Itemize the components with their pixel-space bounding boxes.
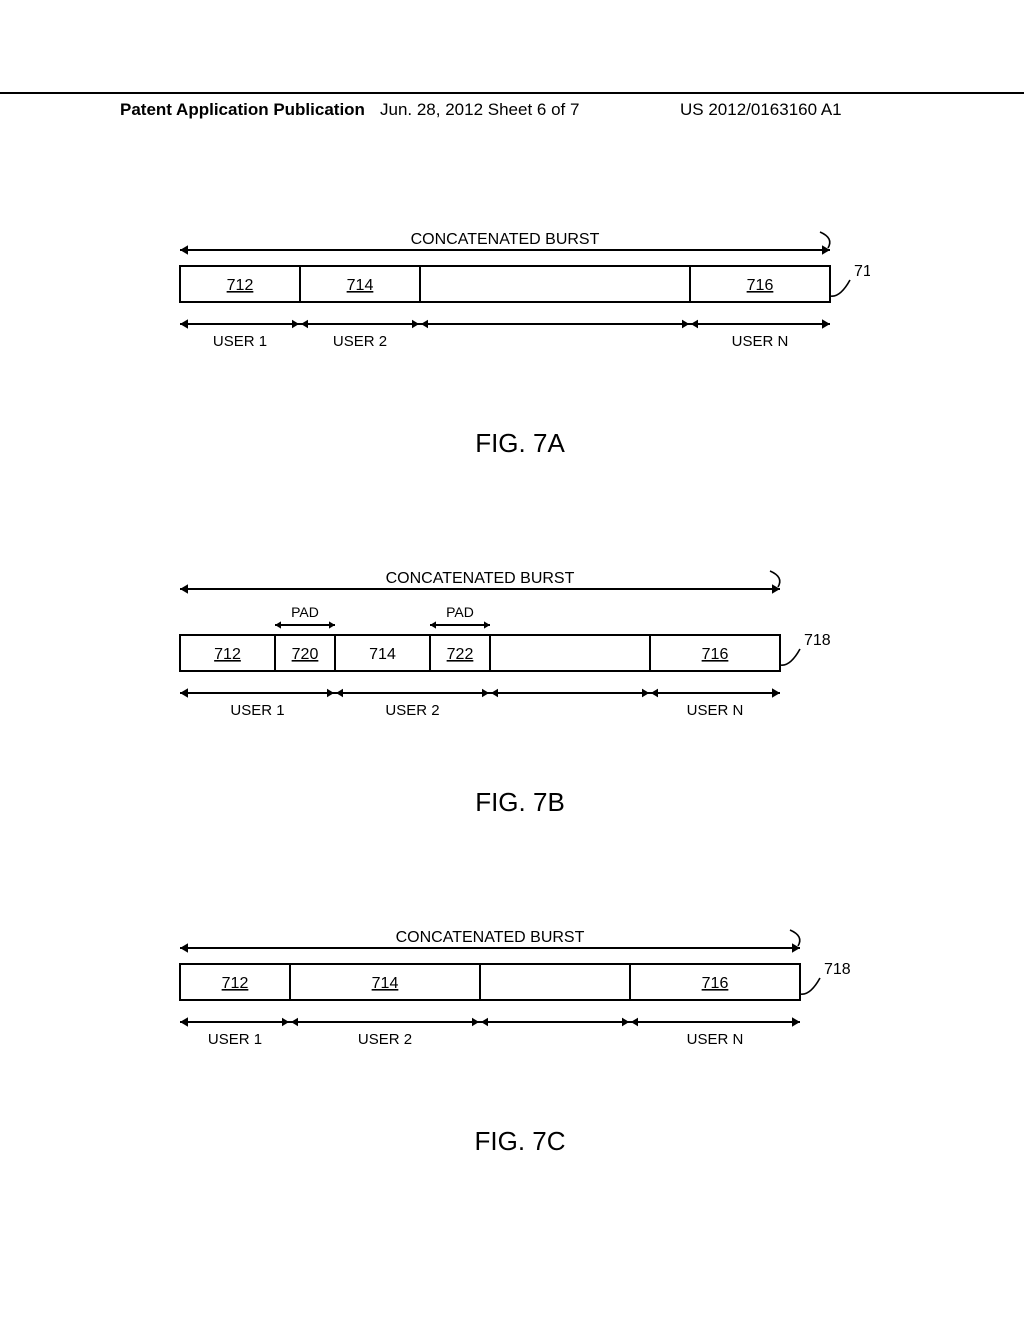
svg-text:PAD: PAD <box>446 604 474 620</box>
svg-text:USER N: USER N <box>687 702 744 719</box>
svg-text:USER 1: USER 1 <box>208 1031 262 1048</box>
figure-7c-title: FIG. 7C <box>170 1126 870 1157</box>
figure-7b-svg: CONCATENATED BURST 710 712 720 714 722 716 718 P… <box>170 569 870 769</box>
header-right: US 2012/0163160 A1 <box>680 100 842 120</box>
figure-7a: CONCATENATED BURST 710 712 714 716 718 USER 1 U… <box>170 230 870 459</box>
svg-text:USER N: USER N <box>732 333 789 350</box>
svg-text:718: 718 <box>804 632 831 649</box>
svg-text:716: 716 <box>702 646 729 663</box>
svg-text:718: 718 <box>854 263 870 280</box>
svg-text:USER 2: USER 2 <box>385 702 439 719</box>
svg-text:CONCATENATED BURST: CONCATENATED BURST <box>411 231 600 248</box>
figure-7a-svg: CONCATENATED BURST 710 712 714 716 718 USER 1 U… <box>170 230 870 410</box>
svg-text:714: 714 <box>369 646 396 663</box>
svg-text:714: 714 <box>347 277 374 294</box>
svg-text:CONCATENATED BURST: CONCATENATED BURST <box>396 929 585 946</box>
svg-text:USER N: USER N <box>687 1031 744 1048</box>
svg-text:USER 2: USER 2 <box>358 1031 412 1048</box>
svg-text:USER 1: USER 1 <box>230 702 284 719</box>
figure-7a-title: FIG. 7A <box>170 428 870 459</box>
svg-text:USER 2: USER 2 <box>333 333 387 350</box>
svg-text:720: 720 <box>292 646 319 663</box>
svg-text:CONCATENATED BURST: CONCATENATED BURST <box>386 570 575 587</box>
page-header: Patent Application Publication Jun. 28, … <box>0 100 1024 132</box>
header-rule <box>0 92 1024 94</box>
header-mid: Jun. 28, 2012 Sheet 6 of 7 <box>380 100 579 120</box>
figure-7c: CONCATENATED BURST 710 712 714 716 718 USER 1 U… <box>170 928 870 1157</box>
svg-text:712: 712 <box>214 646 241 663</box>
figure-7c-svg: CONCATENATED BURST 710 712 714 716 718 USER 1 U… <box>170 928 870 1108</box>
svg-text:722: 722 <box>447 646 474 663</box>
header-left: Patent Application Publication <box>120 100 365 120</box>
svg-text:USER 1: USER 1 <box>213 333 267 350</box>
svg-text:712: 712 <box>227 277 254 294</box>
svg-text:716: 716 <box>702 975 729 992</box>
svg-text:718: 718 <box>824 961 851 978</box>
figure-7b-title: FIG. 7B <box>170 787 870 818</box>
figure-7b: CONCATENATED BURST 710 712 720 714 722 716 718 P… <box>170 569 870 818</box>
svg-text:710: 710 <box>772 928 799 930</box>
svg-text:710: 710 <box>752 569 779 571</box>
svg-text:714: 714 <box>372 975 399 992</box>
figures-container: CONCATENATED BURST 710 712 714 716 718 USER 1 U… <box>170 230 870 1267</box>
svg-text:710: 710 <box>802 230 829 232</box>
svg-text:PAD: PAD <box>291 604 319 620</box>
svg-text:712: 712 <box>222 975 249 992</box>
svg-text:716: 716 <box>747 277 774 294</box>
